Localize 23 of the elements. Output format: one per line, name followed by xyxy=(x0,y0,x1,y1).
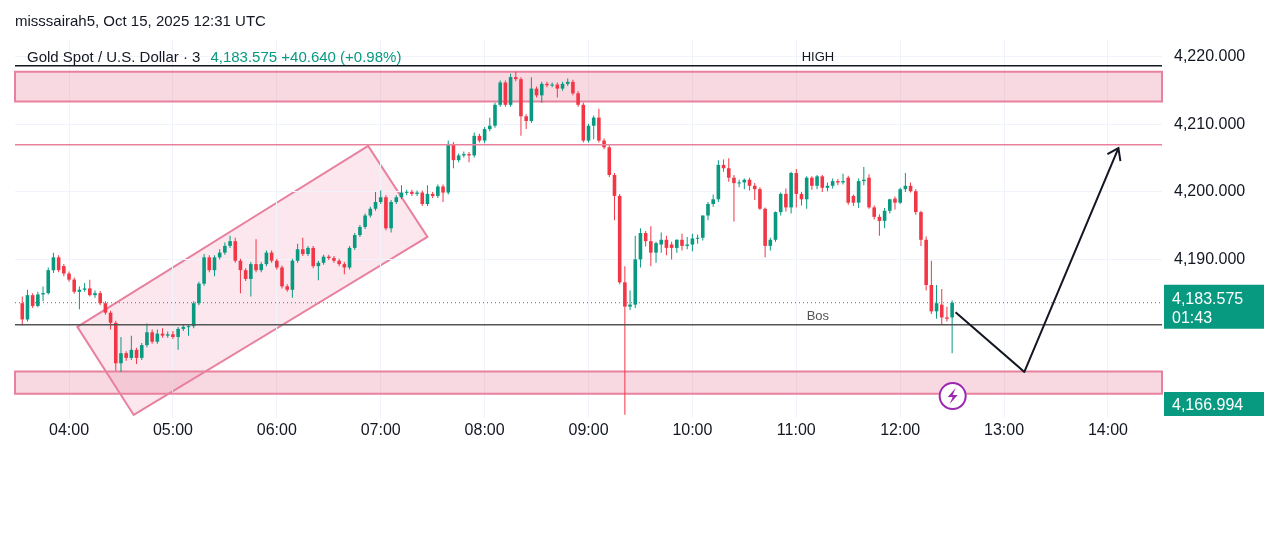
text: misssairah5, Oct 15, 2025 12:31 UTC xyxy=(15,12,267,29)
text: Gold Spot / U.S. Dollar · 3 xyxy=(27,48,201,65)
ref-line-label: HIGH xyxy=(801,48,835,64)
y-tick-label: 4,210.000 xyxy=(1174,114,1246,132)
x-tick-label: 04:00 xyxy=(49,421,90,439)
ref-line-label: Bos xyxy=(806,307,830,323)
x-tick-label: 14:00 xyxy=(1087,421,1129,439)
x-tick-label: 11:00 xyxy=(776,421,816,439)
x-tick-label: 07:00 xyxy=(360,421,401,439)
y-tick-label: 4,200.000 xyxy=(1174,182,1246,200)
x-tick-label: 13:00 xyxy=(984,421,1025,439)
y-tick-label: 4,190.000 xyxy=(1174,249,1246,267)
x-tick-label: 12:00 xyxy=(880,421,921,439)
x-tick-label: 10:00 xyxy=(672,421,713,439)
ref-line-label: 4,183.575 xyxy=(1172,289,1244,307)
y-tick-label: 4,220.000 xyxy=(1174,47,1246,65)
text: 01:43 xyxy=(1172,308,1213,326)
text: 4,183.575 +40.640 (+0.98%) xyxy=(210,48,402,65)
x-tick-label: 09:00 xyxy=(568,421,609,439)
x-tick-label: 05:00 xyxy=(152,421,194,439)
x-tick-label: 06:00 xyxy=(256,421,297,439)
text: 4,166.994 xyxy=(1172,396,1244,413)
x-tick-label: 08:00 xyxy=(464,421,505,439)
